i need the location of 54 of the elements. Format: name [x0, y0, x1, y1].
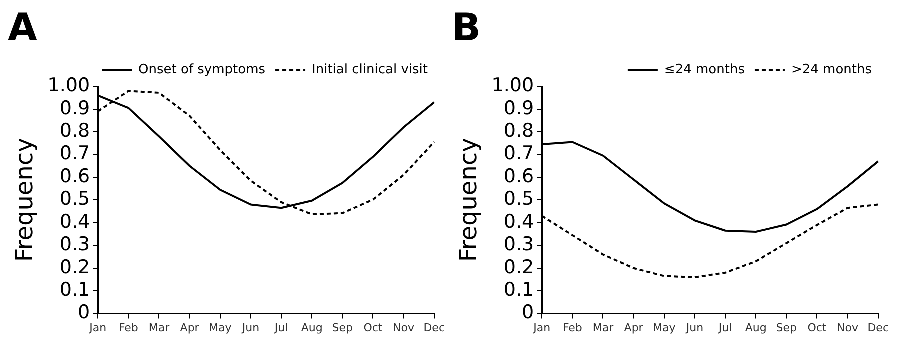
legend-label: Initial clinical visit: [312, 62, 428, 78]
y-axis-title: Frequency: [10, 138, 39, 262]
y-tick-label: 0.4: [504, 210, 534, 233]
x-tick-label: Oct: [808, 321, 828, 334]
x-tick-label: Jan: [532, 321, 551, 334]
y-tick-label: 0.4: [60, 210, 90, 233]
x-tick-label: Jun: [685, 321, 704, 334]
x-tick-label: Sep: [776, 321, 798, 334]
legend-label: >24 months: [791, 62, 872, 78]
y-tick-label: 0.5: [504, 188, 534, 210]
y-tick-label: 0.8: [60, 120, 90, 142]
x-tick-label: Aug: [745, 321, 767, 334]
legend-label: Onset of symptoms: [138, 62, 266, 78]
x-tick-label: Feb: [562, 321, 582, 334]
y-tick-label: 0.2: [504, 256, 534, 278]
x-tick-label: Dec: [868, 321, 890, 334]
y-tick-label: 0.1: [504, 279, 534, 302]
x-tick-label: Apr: [180, 321, 200, 334]
y-tick-label: 0.7: [60, 142, 90, 165]
x-tick-label: Apr: [624, 321, 644, 334]
x-tick-label: Oct: [364, 321, 384, 334]
y-tick-label: 0.8: [504, 120, 534, 142]
x-tick-label: Jan: [88, 321, 107, 334]
x-tick-label: May: [209, 321, 232, 334]
x-tick-label: Jul: [718, 321, 732, 334]
x-tick-label: May: [653, 321, 676, 334]
x-tick-label: Mar: [592, 321, 614, 334]
y-tick-label: 0.9: [60, 97, 90, 120]
x-tick-label: Nov: [837, 321, 860, 334]
x-tick-label: Mar: [148, 321, 170, 334]
y-axis-title: Frequency: [454, 138, 483, 262]
y-tick-label: 0.6: [504, 165, 534, 188]
y-tick-label: 0.3: [60, 234, 90, 256]
y-tick-label: 0: [522, 302, 534, 324]
chart-title: A: [8, 6, 38, 50]
y-tick-label: 0.5: [60, 188, 90, 210]
y-tick-label: 0: [78, 302, 90, 324]
x-tick-label: Nov: [393, 321, 416, 334]
x-tick-label: Feb: [118, 321, 138, 334]
y-tick-label: 0.2: [60, 256, 90, 278]
chart-title: B: [452, 6, 481, 50]
y-tick-label: 0.3: [504, 234, 534, 256]
legend-label: ≤24 months: [664, 62, 746, 78]
x-tick-label: Jul: [274, 321, 288, 334]
y-tick-label: 1.00: [48, 74, 90, 97]
y-tick-label: 0.1: [60, 279, 90, 302]
y-tick-label: 1.00: [492, 74, 534, 97]
x-tick-label: Aug: [301, 321, 323, 334]
y-tick-label: 0.9: [504, 97, 534, 120]
x-tick-label: Sep: [332, 321, 354, 334]
x-tick-label: Dec: [424, 321, 446, 334]
x-tick-label: Jun: [241, 321, 260, 334]
y-tick-label: 0.6: [60, 165, 90, 188]
y-tick-label: 0.7: [504, 142, 534, 165]
